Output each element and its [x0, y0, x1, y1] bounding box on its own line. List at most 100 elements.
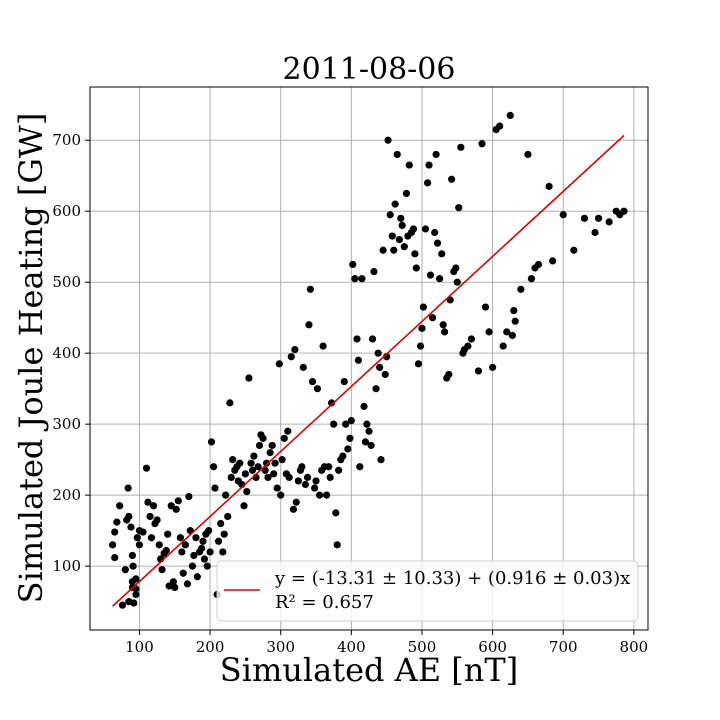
fit-line: [112, 134, 625, 607]
data-point: [227, 473, 235, 481]
data-point: [388, 232, 396, 240]
data-point: [384, 136, 392, 144]
data-point: [347, 417, 355, 425]
data-point: [275, 360, 283, 368]
data-point: [135, 541, 144, 549]
x-tick-label: 200: [196, 638, 225, 656]
data-point: [284, 427, 292, 435]
data-point: [395, 236, 403, 244]
data-point: [116, 502, 124, 510]
y-tick-label: 100: [52, 557, 81, 575]
data-point: [174, 497, 182, 505]
data-point: [620, 207, 628, 215]
data-point: [326, 473, 334, 481]
data-point: [489, 363, 497, 371]
data-point: [188, 562, 197, 570]
data-point: [416, 342, 425, 350]
data-point: [153, 516, 161, 524]
data-point: [327, 399, 336, 407]
data-point: [118, 601, 127, 609]
data-point: [534, 260, 543, 269]
data-point: [365, 427, 373, 435]
data-point: [375, 363, 384, 371]
data-point: [356, 463, 364, 471]
data-point: [455, 204, 463, 212]
data-point: [129, 562, 137, 570]
data-point: [243, 487, 251, 496]
data-point: [291, 346, 299, 354]
data-point: [517, 285, 525, 293]
x-axis-label: Simulated AE [nT]: [220, 651, 518, 689]
data-point: [224, 512, 232, 521]
data-point: [524, 150, 532, 159]
x-tick-label: 800: [620, 638, 649, 656]
data-point: [207, 438, 216, 446]
data-point: [330, 420, 338, 428]
data-point: [285, 473, 293, 481]
data-point: [206, 548, 214, 556]
data-point: [250, 452, 258, 460]
data-point: [222, 491, 230, 499]
legend-r2-label: R² = 0.657: [275, 592, 374, 613]
data-point: [268, 441, 276, 450]
data-point: [367, 441, 375, 450]
data-point: [199, 537, 207, 545]
data-point: [351, 275, 359, 283]
y-tick-label: 300: [52, 415, 81, 433]
data-point: [361, 438, 370, 446]
data-point: [236, 459, 244, 467]
data-point: [217, 519, 225, 528]
x-tick-label: 500: [408, 638, 437, 656]
data-point: [127, 523, 135, 531]
data-point: [570, 246, 578, 254]
legend-box: [216, 560, 639, 622]
data-point: [113, 518, 121, 526]
data-point: [315, 491, 324, 499]
data-point: [178, 548, 186, 556]
data-point: [424, 179, 432, 187]
data-point: [147, 534, 156, 542]
data-point: [294, 477, 302, 485]
data-point: [185, 492, 193, 501]
data-point: [335, 466, 343, 474]
data-point: [481, 303, 490, 311]
data-point: [527, 275, 536, 283]
data-point: [308, 377, 317, 386]
data-point: [511, 317, 519, 325]
data-point: [439, 321, 447, 329]
data-point: [354, 356, 363, 364]
data-point: [398, 221, 406, 230]
data-point: [229, 456, 237, 464]
data-point: [311, 484, 319, 492]
data-point: [374, 349, 382, 357]
data-point: [305, 321, 313, 329]
data-point: [580, 214, 589, 222]
grid-lines: [90, 87, 648, 630]
data-point: [142, 464, 151, 472]
data-point: [421, 225, 430, 233]
data-point: [559, 211, 567, 219]
data-point: [440, 328, 449, 336]
x-tick-label: 400: [337, 638, 366, 656]
data-point: [271, 459, 279, 467]
data-point: [190, 551, 198, 560]
data-point: [464, 342, 472, 350]
data-point: [111, 528, 119, 536]
data-point: [298, 463, 306, 471]
data-point: [198, 544, 206, 552]
data-point: [432, 150, 440, 159]
data-point: [200, 555, 209, 563]
data-point: [259, 434, 267, 442]
data-point: [171, 583, 179, 592]
data-point: [203, 562, 211, 570]
data-point: [254, 463, 262, 471]
data-point: [340, 377, 348, 386]
y-tick-label: 500: [52, 273, 81, 291]
data-point: [158, 566, 166, 574]
data-point: [426, 271, 435, 279]
data-point: [280, 434, 288, 442]
data-point: [453, 278, 461, 286]
data-point: [485, 328, 493, 336]
data-point: [349, 260, 357, 269]
y-tick-label: 700: [52, 131, 81, 149]
